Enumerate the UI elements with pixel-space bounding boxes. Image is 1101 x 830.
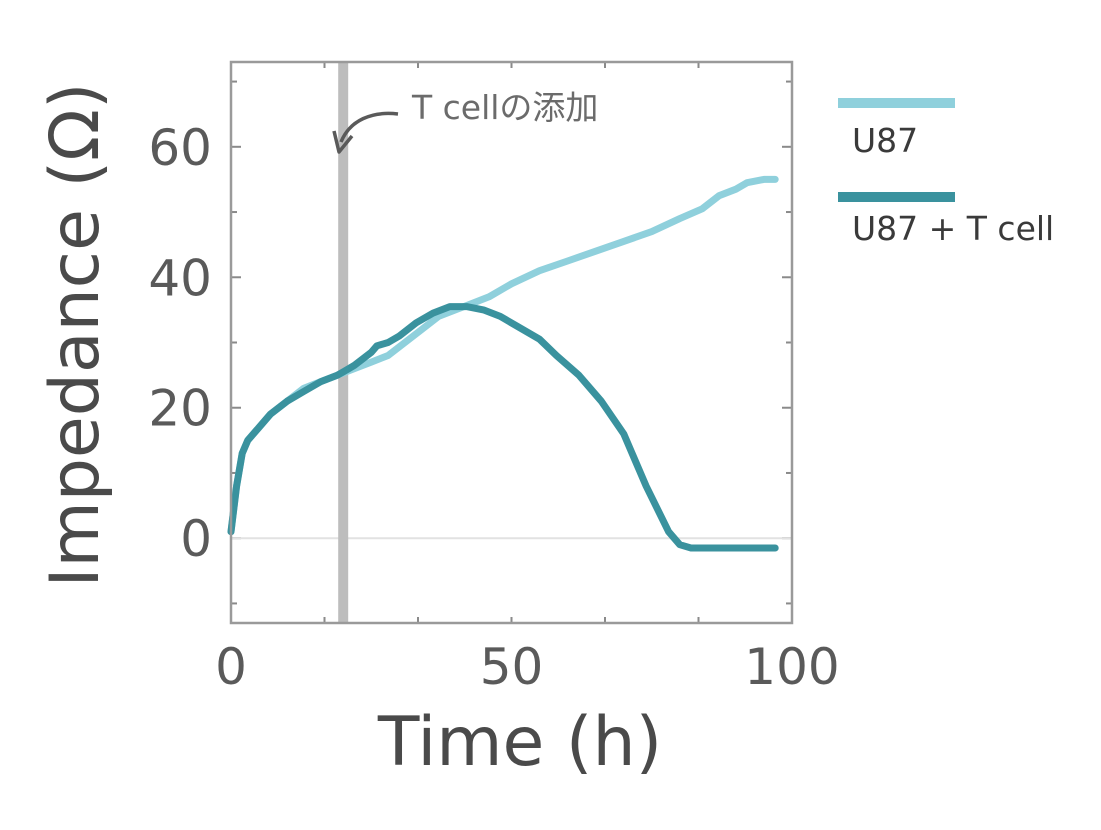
y-tick-label: 0	[180, 510, 212, 568]
x-tick-label: 100	[744, 638, 839, 696]
legend-label-u87-t-cell: U87 + T cell	[852, 209, 1054, 248]
x-axis-title: Time (h)	[377, 703, 662, 782]
y-tick-label: 60	[148, 119, 212, 177]
series-line-u87-t-cell	[231, 307, 775, 548]
y-tick-marks	[231, 82, 792, 604]
x-tick-labels: 0 50 100	[215, 638, 840, 696]
y-axis-title: Impedance (Ω)	[36, 82, 115, 587]
series-layer	[231, 179, 775, 548]
legend: U87 U87 + T cell	[838, 98, 1054, 248]
y-tick-label: 40	[148, 249, 212, 307]
legend-label-u87: U87	[852, 121, 918, 160]
annotation-label: T cellの添加	[411, 88, 598, 127]
x-tick-label: 50	[480, 638, 544, 696]
legend-swatch-u87-t-cell	[838, 192, 955, 202]
x-tick-label: 0	[215, 638, 247, 696]
y-tick-labels: 0 20 40 60	[148, 119, 212, 568]
series-line-u87	[231, 179, 775, 531]
legend-swatch-u87	[838, 98, 955, 108]
y-tick-label: 20	[148, 380, 212, 438]
